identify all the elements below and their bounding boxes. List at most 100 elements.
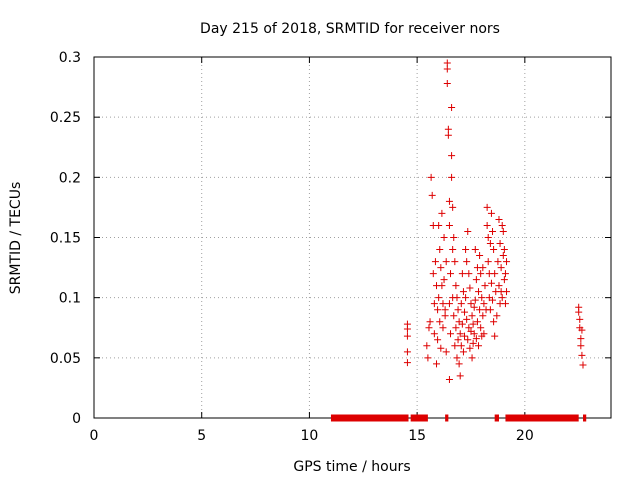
data-point [471, 246, 479, 254]
data-point [473, 318, 481, 326]
data-point [575, 308, 583, 316]
data-point [465, 324, 473, 332]
data-point [428, 191, 436, 199]
data-point [496, 240, 504, 248]
y-tick-label: 0.05 [50, 351, 81, 367]
y-tick-label: 0.15 [50, 231, 81, 247]
data-point [470, 303, 478, 311]
data-point [472, 276, 480, 284]
data-point [447, 270, 455, 278]
data-point [578, 351, 586, 359]
data-point [475, 342, 483, 350]
data-point [455, 360, 463, 368]
data-point [489, 296, 497, 304]
data-point [440, 234, 448, 241]
data-point [503, 288, 511, 296]
data-point [403, 332, 411, 340]
data-point [448, 173, 456, 181]
data-point [449, 246, 457, 254]
data-point [443, 65, 451, 73]
data-point [454, 336, 462, 344]
data-point [489, 227, 497, 235]
grid-lines [94, 57, 611, 418]
data-point [579, 361, 587, 369]
data-point [484, 234, 492, 241]
data-point [476, 252, 484, 260]
data-point [470, 330, 478, 338]
data-point [426, 318, 434, 326]
x-tick-label: 15 [408, 428, 426, 444]
data-point [493, 312, 501, 320]
data-point [477, 270, 485, 278]
x-tick-label: 0 [90, 428, 99, 444]
data-point [430, 330, 438, 338]
data-point [491, 332, 499, 340]
data-point [425, 324, 433, 332]
data-point [462, 294, 470, 302]
data-point [445, 197, 453, 205]
data-point [479, 312, 487, 320]
data-point [499, 252, 507, 260]
data-point [435, 294, 443, 302]
data-point [434, 336, 442, 344]
data-point [459, 288, 467, 296]
data-point [458, 270, 466, 278]
data-point [478, 294, 486, 302]
data-point [481, 282, 489, 290]
data-point [466, 344, 474, 352]
data-point [469, 339, 477, 347]
data-point [461, 332, 469, 340]
data-point [463, 258, 471, 266]
data-point [445, 300, 453, 308]
data-point [457, 300, 465, 308]
data-point [494, 258, 502, 266]
data-point [497, 264, 505, 272]
data-point [438, 209, 446, 217]
data-point [444, 131, 452, 139]
data-point [442, 258, 450, 266]
data-point [436, 318, 444, 326]
y-tick-label: 0.1 [59, 291, 81, 307]
data-point [457, 342, 465, 350]
data-point [453, 354, 461, 362]
data-point [501, 300, 509, 308]
data-point [433, 360, 441, 368]
data-point [467, 300, 475, 308]
data-point [498, 221, 506, 229]
data-point [445, 221, 453, 229]
data-point [403, 325, 411, 333]
x-tick-label: 10 [301, 428, 319, 444]
data-point [499, 227, 507, 235]
data-point [487, 209, 495, 217]
data-point [451, 342, 459, 350]
data-points [403, 59, 587, 383]
data-point [465, 270, 473, 278]
data-point [440, 276, 448, 284]
data-point [576, 315, 584, 323]
data-point [577, 342, 585, 350]
data-point [577, 335, 585, 343]
data-point [454, 306, 462, 314]
data-point [448, 152, 456, 160]
data-point [472, 335, 480, 343]
y-tick-label: 0.3 [59, 50, 81, 66]
data-point [466, 284, 474, 292]
data-point [423, 342, 431, 350]
data-point [441, 306, 449, 314]
y-tick-label: 0.25 [50, 110, 81, 126]
data-point [431, 258, 439, 266]
x-tick-label: 20 [516, 428, 534, 444]
data-point [483, 221, 491, 229]
data-point [495, 282, 503, 290]
data-point [435, 221, 443, 229]
data-point [463, 315, 471, 323]
data-point [484, 258, 492, 266]
data-point [501, 270, 509, 278]
data-point [459, 348, 467, 356]
y-tick-label: 0 [72, 411, 81, 427]
data-point [453, 294, 461, 302]
data-point [427, 173, 435, 181]
data-point [480, 300, 488, 308]
